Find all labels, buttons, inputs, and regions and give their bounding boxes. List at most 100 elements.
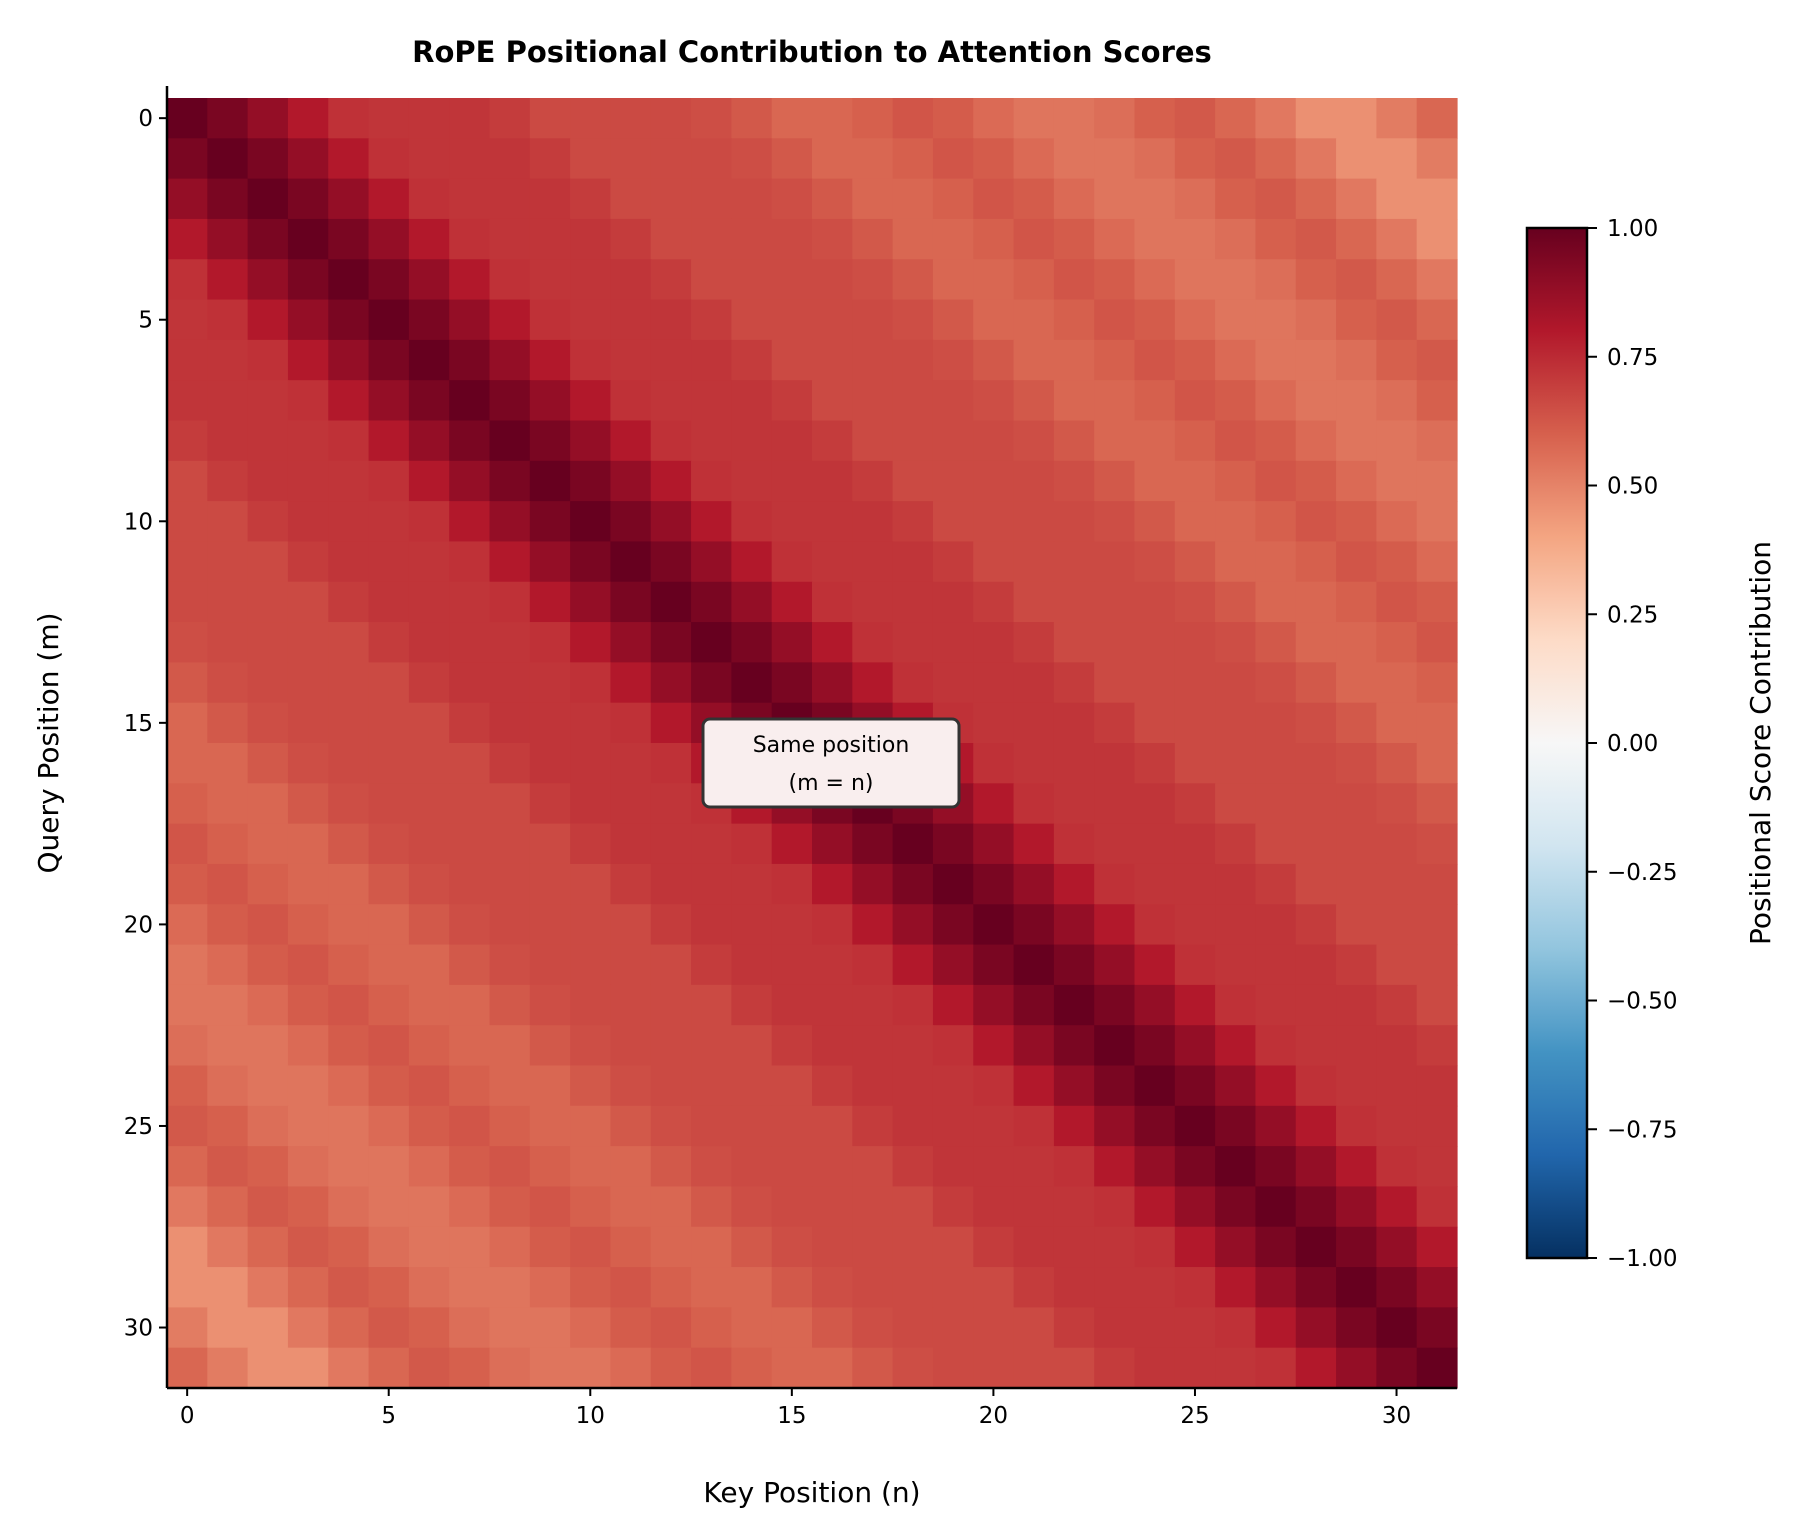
heatmap-cell <box>167 380 208 422</box>
heatmap-cell <box>1134 380 1176 422</box>
heatmap-cell <box>771 541 813 583</box>
heatmap-cell <box>1053 541 1095 583</box>
heatmap-cell <box>1416 138 1458 180</box>
heatmap-cell <box>973 259 1015 301</box>
heatmap-cell <box>489 541 531 583</box>
heatmap-cell <box>489 581 531 623</box>
heatmap-cell <box>247 541 289 583</box>
heatmap-cell <box>1376 380 1418 422</box>
heatmap-cell <box>167 581 208 623</box>
heatmap-cell <box>1376 1186 1418 1228</box>
heatmap-cell <box>932 259 974 301</box>
heatmap-cell <box>247 1065 289 1107</box>
heatmap-cell <box>892 299 934 341</box>
heatmap-cell <box>408 1267 450 1308</box>
heatmap-cell <box>1255 1105 1297 1147</box>
heatmap-cell <box>610 944 652 986</box>
heatmap-cell <box>1416 1105 1458 1147</box>
heatmap-cell <box>207 783 249 825</box>
heatmap-cell <box>247 743 289 784</box>
heatmap-cell <box>973 944 1015 986</box>
heatmap-cell <box>287 138 329 180</box>
heatmap-cell <box>570 1267 612 1308</box>
heatmap-cell <box>1053 622 1095 663</box>
heatmap-cell <box>610 541 652 583</box>
heatmap-cell <box>489 1226 531 1268</box>
heatmap-cell <box>650 863 692 905</box>
heatmap-cell <box>892 460 934 502</box>
heatmap-cell <box>408 1347 450 1389</box>
heatmap-cell <box>812 1307 853 1349</box>
heatmap-cell <box>449 1186 491 1228</box>
heatmap-cell <box>973 299 1015 341</box>
heatmap-cell <box>1376 984 1418 1026</box>
heatmap-cell <box>1094 1146 1136 1188</box>
heatmap-cell <box>287 1065 329 1107</box>
heatmap-cell <box>1336 904 1377 946</box>
heatmap-cell <box>650 1025 692 1067</box>
heatmap-cell <box>1416 1065 1458 1107</box>
heatmap-cell <box>167 944 208 986</box>
heatmap-cell <box>1255 178 1297 220</box>
heatmap-cell <box>1255 1186 1297 1228</box>
heatmap-cell <box>852 662 894 704</box>
heatmap-cell <box>1134 460 1176 502</box>
colorbar-gradient <box>1525 226 1589 1260</box>
x-tick-label: 20 <box>979 1403 1008 1429</box>
heatmap-cell <box>368 1146 410 1188</box>
heatmap-cell <box>1295 1226 1337 1268</box>
heatmap-cell <box>1336 1105 1377 1147</box>
heatmap-cell <box>610 1105 652 1147</box>
heatmap-cell <box>1295 1105 1337 1147</box>
heatmap-cell <box>167 1267 208 1308</box>
heatmap-cell <box>1053 863 1095 905</box>
heatmap-cell <box>771 299 813 341</box>
heatmap-cell <box>1134 1146 1176 1188</box>
heatmap-cell <box>1295 339 1337 381</box>
heatmap-cell <box>932 218 974 260</box>
colorbar-tick-label: 0.25 <box>1607 602 1658 628</box>
heatmap-cell <box>1295 501 1337 543</box>
heatmap-cell <box>167 339 208 381</box>
heatmap-cell <box>1416 1347 1458 1389</box>
heatmap-cell <box>973 178 1015 220</box>
heatmap-cell <box>852 1105 894 1147</box>
heatmap-cell <box>1336 1186 1377 1228</box>
heatmap-cell <box>1336 662 1377 704</box>
heatmap-cell <box>973 702 1015 744</box>
heatmap-cell <box>570 98 612 139</box>
heatmap-cell <box>892 138 934 180</box>
heatmap-cell <box>771 380 813 422</box>
heatmap-cell <box>1174 581 1216 623</box>
heatmap-cell <box>1336 1065 1377 1107</box>
heatmap-cell <box>691 138 732 180</box>
heatmap-cell <box>1336 541 1377 583</box>
heatmap-cell <box>1255 702 1297 744</box>
heatmap-cell <box>1053 1307 1095 1349</box>
heatmap-cell <box>771 218 813 260</box>
heatmap-cell <box>1215 501 1257 543</box>
heatmap-cell <box>1376 1146 1418 1188</box>
heatmap-cell <box>1013 178 1055 220</box>
heatmap-cell <box>731 218 773 260</box>
heatmap-cell <box>650 1307 692 1349</box>
heatmap-cell <box>1053 178 1095 220</box>
heatmap-cell <box>1215 138 1257 180</box>
heatmap-cell <box>207 863 249 905</box>
heatmap-cell <box>570 259 612 301</box>
heatmap-cell <box>1094 501 1136 543</box>
heatmap-cell <box>1134 1307 1176 1349</box>
heatmap-cell <box>408 662 450 704</box>
heatmap-cell <box>570 1025 612 1067</box>
heatmap-cell <box>207 420 249 462</box>
heatmap-cell <box>1215 218 1257 260</box>
heatmap-cell <box>812 863 853 905</box>
heatmap-cell <box>1295 1307 1337 1349</box>
heatmap-cell <box>167 259 208 301</box>
heatmap-cell <box>408 823 450 865</box>
heatmap-cell <box>1336 622 1377 663</box>
heatmap-cell <box>207 1307 249 1349</box>
heatmap-cell <box>932 622 974 663</box>
heatmap-cell <box>1013 541 1055 583</box>
heatmap-cell <box>731 1347 773 1389</box>
